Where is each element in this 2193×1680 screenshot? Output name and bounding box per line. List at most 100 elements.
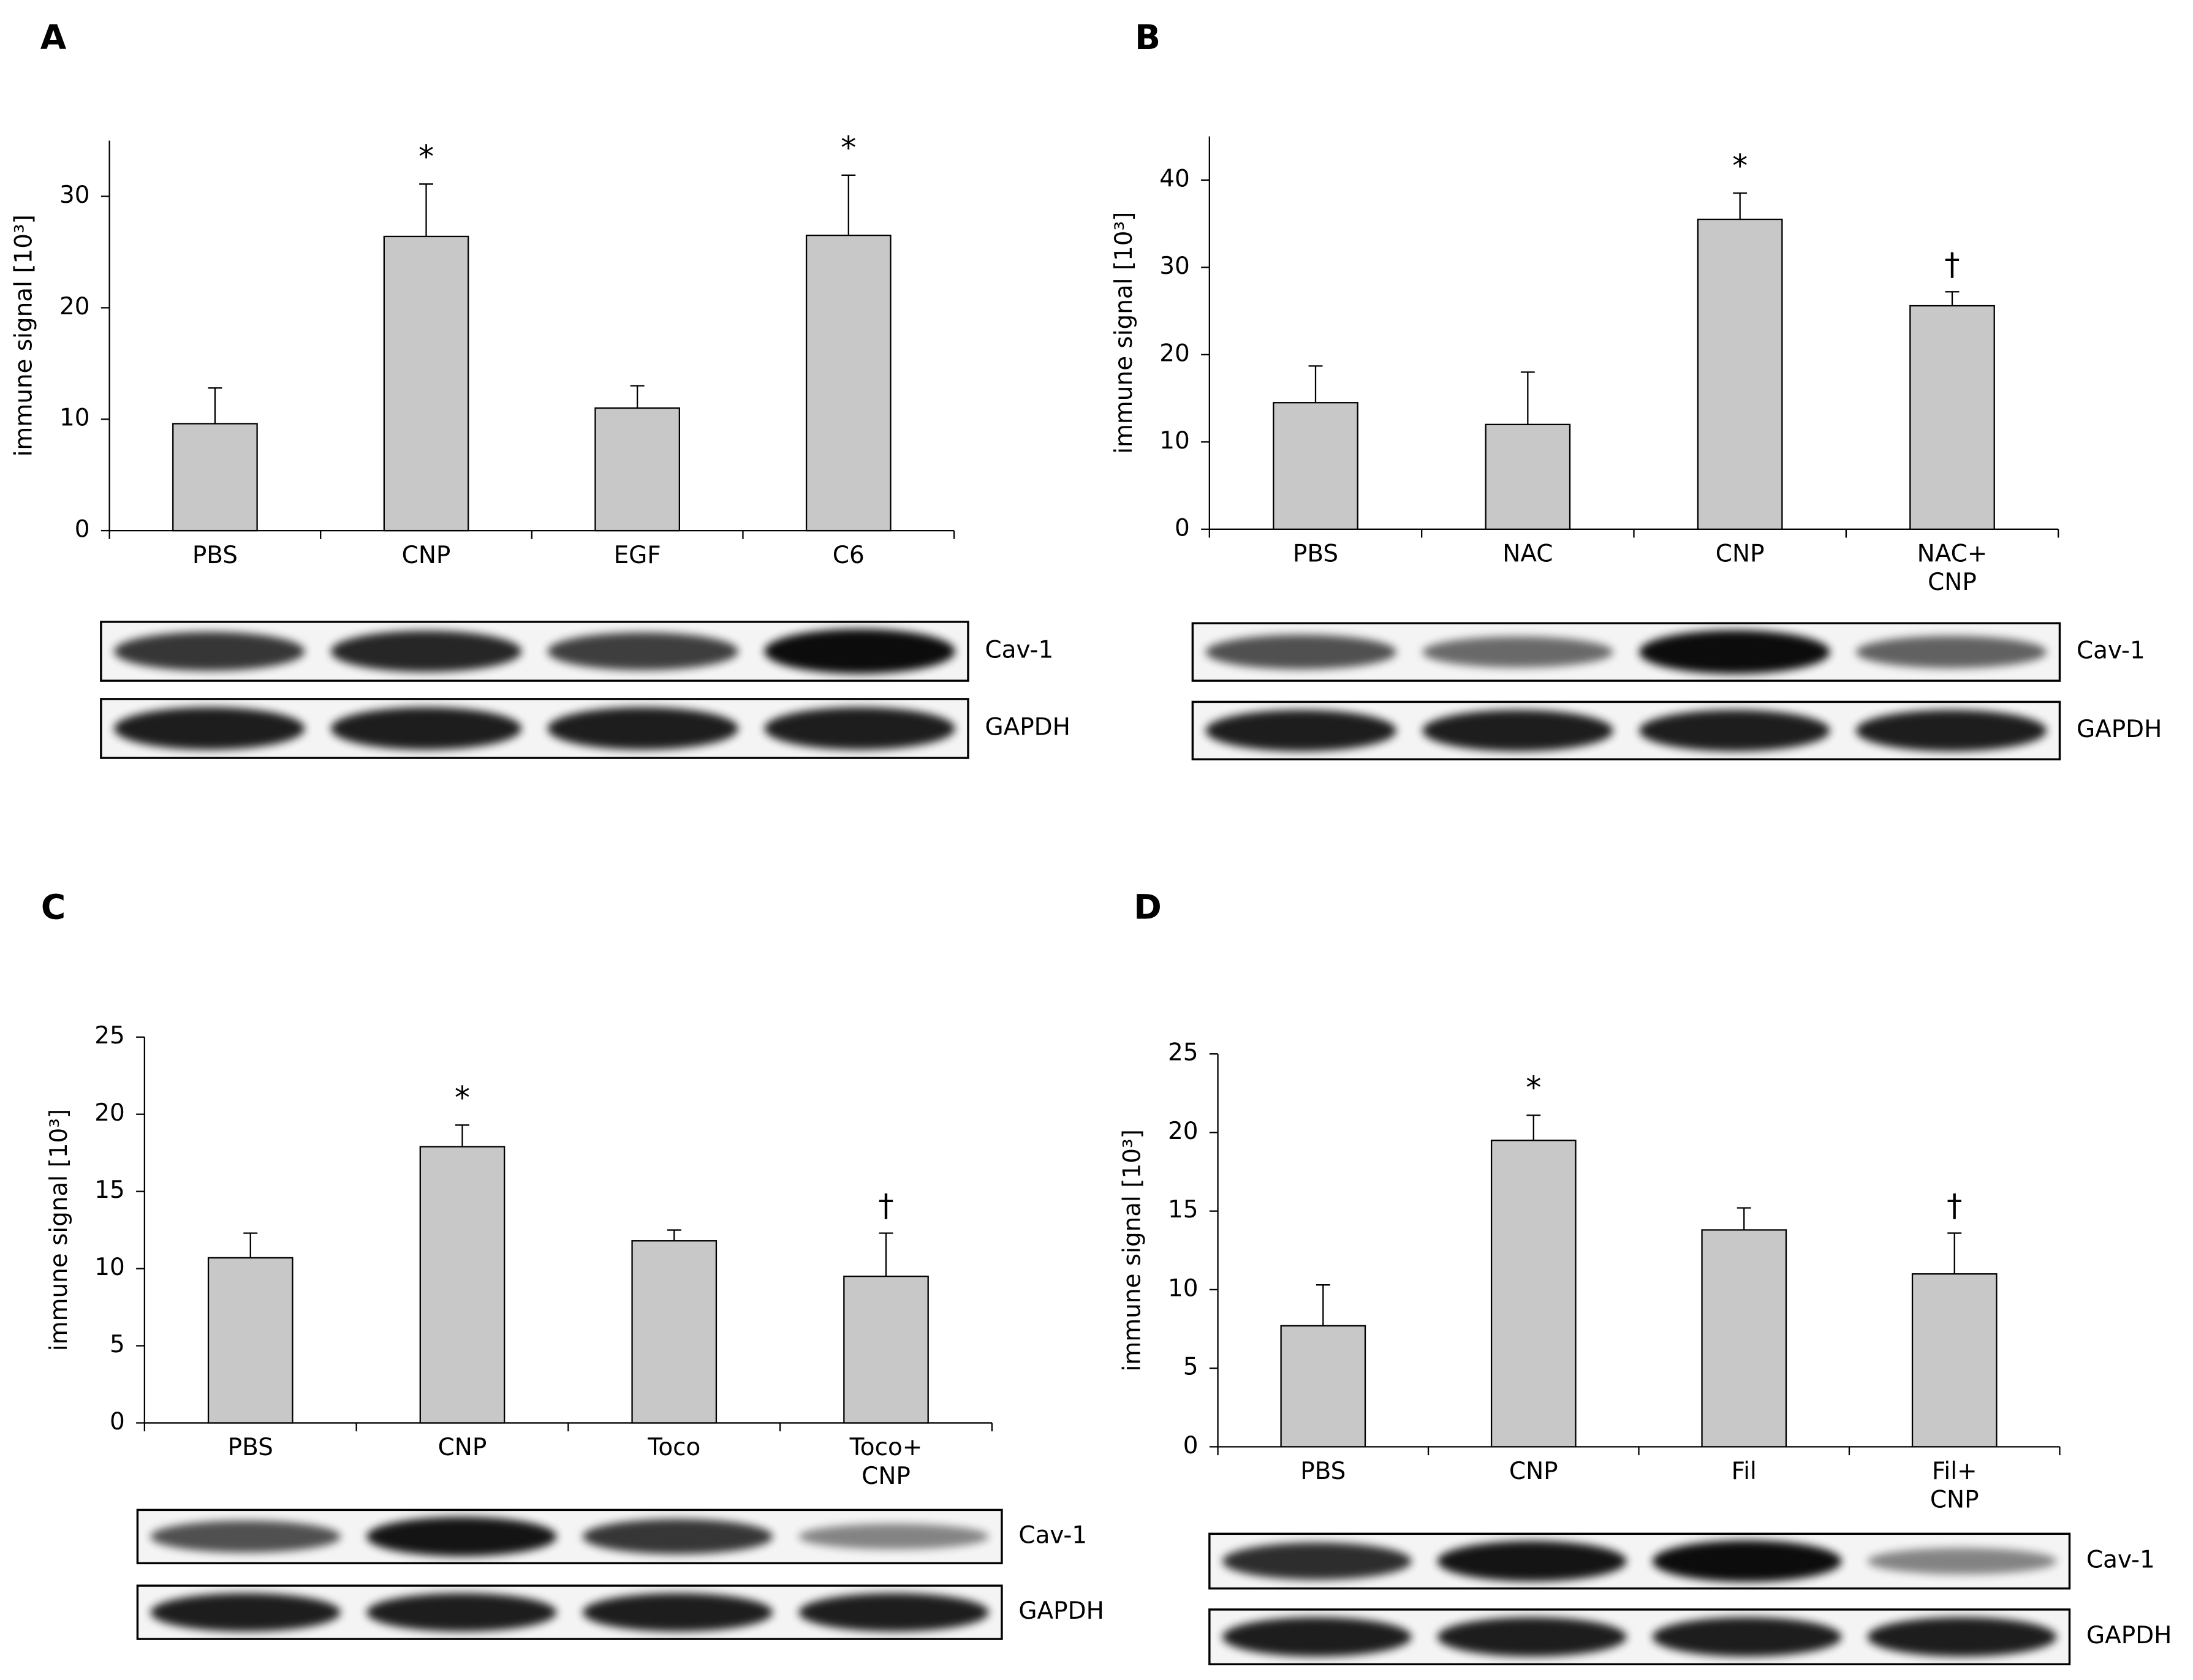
bar xyxy=(383,235,469,532)
x-tick-label: CNP xyxy=(1716,540,1765,567)
y-tick-label: 0 xyxy=(75,516,90,543)
blot-band xyxy=(1222,1617,1412,1657)
blot-band xyxy=(1639,709,1830,752)
significance-marker: * xyxy=(841,129,856,165)
bar xyxy=(1490,1140,1577,1448)
y-tick-label: 30 xyxy=(1159,252,1190,280)
y-tick-label: 30 xyxy=(59,181,90,209)
y-tick-label: 10 xyxy=(59,404,90,432)
bar xyxy=(1697,218,1783,530)
blot-label: GAPDH xyxy=(2086,1622,2172,1649)
x-tick-label: PBS xyxy=(1300,1458,1346,1485)
y-tick-label: 10 xyxy=(94,1254,125,1281)
x-tick-label: Toco+ CNP xyxy=(849,1434,923,1490)
y-axis-label: immune signal [10³] xyxy=(45,1109,73,1351)
blot-band xyxy=(1437,1617,1627,1657)
x-tick-label: Fil xyxy=(1732,1458,1757,1485)
blot-band xyxy=(1437,1540,1627,1582)
blot-band xyxy=(1855,709,2047,752)
x-tick-label: Fil+ CNP xyxy=(1930,1458,1979,1514)
y-tick-label: 0 xyxy=(1175,514,1190,542)
bar xyxy=(1911,1273,1998,1448)
bar xyxy=(1280,1325,1366,1448)
x-tick-label: CNP xyxy=(1509,1458,1558,1485)
y-tick-label: 25 xyxy=(1168,1039,1199,1067)
blot-label: Cav-1 xyxy=(2086,1546,2155,1573)
blot-band xyxy=(1222,1542,1412,1580)
error-bar xyxy=(1520,371,1535,425)
error-bar xyxy=(243,1232,258,1258)
blot-band xyxy=(1867,1617,2057,1657)
y-tick-label: 20 xyxy=(1168,1118,1199,1145)
blot-band xyxy=(366,1593,557,1632)
blot-label: GAPDH xyxy=(985,713,1070,741)
significance-marker: * xyxy=(1526,1070,1541,1106)
error-bar xyxy=(1733,192,1748,220)
x-tick-label: PBS xyxy=(192,542,238,569)
y-tick-label: 0 xyxy=(1183,1432,1199,1459)
blot-band xyxy=(1652,1617,1842,1657)
blot-band xyxy=(330,707,522,750)
blot-label: GAPDH xyxy=(1018,1597,1104,1625)
blot-band xyxy=(114,632,305,671)
error-bar xyxy=(841,174,856,236)
blot-label: GAPDH xyxy=(2077,716,2162,743)
blot-band xyxy=(798,1524,989,1549)
error-bar xyxy=(667,1229,681,1241)
blot-band xyxy=(1867,1548,2057,1575)
y-tick-label: 5 xyxy=(1183,1353,1199,1381)
bar xyxy=(843,1275,929,1424)
blot-band xyxy=(114,707,305,750)
panel-label: A xyxy=(40,18,67,57)
bar xyxy=(1701,1229,1787,1448)
blot-band xyxy=(582,1519,773,1554)
bar xyxy=(1485,423,1571,530)
x-tick-label: CNP xyxy=(402,542,451,569)
y-axis-label: immune signal [10³] xyxy=(10,214,38,456)
x-tick-label: EGF xyxy=(614,542,661,569)
bar xyxy=(419,1146,506,1424)
y-tick-label: 5 xyxy=(110,1331,125,1358)
blot-band xyxy=(764,707,955,750)
bar xyxy=(805,234,892,532)
error-bar xyxy=(1316,1284,1330,1326)
error-bar xyxy=(1737,1207,1751,1230)
y-tick-label: 10 xyxy=(1159,427,1190,455)
blot-band xyxy=(1205,634,1396,670)
bar xyxy=(1273,402,1358,530)
blot-band xyxy=(798,1593,989,1632)
x-tick-label: PBS xyxy=(228,1434,273,1461)
significance-marker: † xyxy=(1944,246,1960,282)
x-tick-label: NAC+ CNP xyxy=(1917,540,1988,596)
y-tick-label: 10 xyxy=(1168,1274,1199,1302)
blot-band xyxy=(1639,630,1830,674)
blot-band xyxy=(547,707,738,750)
blot-label: Cav-1 xyxy=(1018,1521,1087,1549)
y-tick-label: 0 xyxy=(110,1408,125,1436)
x-tick-label: CNP xyxy=(438,1434,487,1461)
y-tick-label: 15 xyxy=(1168,1196,1199,1224)
panel-label: B xyxy=(1135,18,1161,57)
blot-band xyxy=(1652,1540,1842,1582)
blot-band xyxy=(366,1516,557,1557)
error-bar xyxy=(419,183,433,236)
significance-marker: † xyxy=(878,1187,893,1224)
significance-marker: * xyxy=(1732,148,1748,184)
blot-band xyxy=(1855,635,2047,668)
bar xyxy=(631,1240,718,1424)
error-bar xyxy=(1308,365,1323,403)
y-tick-label: 20 xyxy=(59,293,90,320)
blot-label: Cav-1 xyxy=(985,637,1053,664)
y-axis-label: immune signal [10³] xyxy=(1110,212,1138,454)
error-bar xyxy=(1945,291,1960,306)
blot-band xyxy=(1422,636,1613,668)
blot-band xyxy=(1205,709,1396,752)
error-bar xyxy=(1526,1114,1541,1141)
significance-marker: * xyxy=(455,1080,470,1116)
y-tick-label: 20 xyxy=(1159,339,1190,367)
bar xyxy=(594,407,680,532)
y-axis-label: immune signal [10³] xyxy=(1119,1129,1146,1371)
y-tick-label: 40 xyxy=(1159,165,1190,192)
bar xyxy=(207,1257,294,1424)
blot-label: Cav-1 xyxy=(2077,637,2145,665)
